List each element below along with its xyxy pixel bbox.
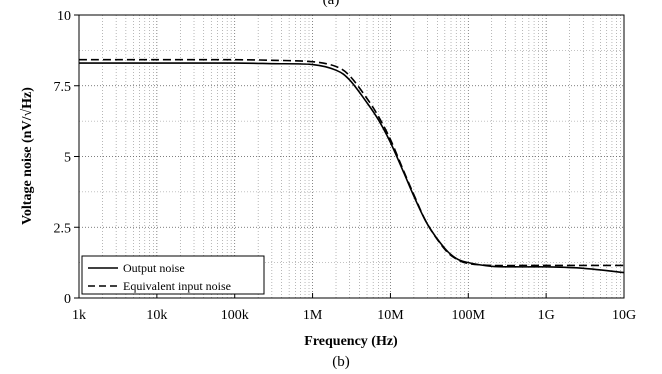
y-tick-label: 7.5 (54, 80, 72, 95)
x-tick-label: 10G (612, 308, 636, 323)
y-tick-label: 10 (57, 9, 71, 24)
caption-bottom: (b) (332, 354, 350, 370)
y-tick-label: 2.5 (54, 221, 72, 236)
x-tick-label: 100M (452, 308, 486, 323)
x-tick-label: 10M (377, 308, 404, 323)
caption-top: (a) (323, 0, 340, 8)
legend-box (81, 255, 265, 295)
y-tick-label: 0 (64, 292, 71, 307)
series-line-equivalent-input-noise (79, 58, 624, 267)
legend-label-equivalent-input-noise: Equivalent input noise (123, 279, 231, 293)
ticks: 1k 10k 100k 1M 10M 100M 1G 10G 0 2.5 5 7.5 10 (54, 9, 637, 323)
x-tick-label: 1k (72, 308, 86, 323)
x-tick-label: 1G (538, 308, 555, 323)
x-axis-title: Frequency (Hz) (304, 334, 398, 349)
y-axis-title: Voltage noise (nV/√Hz) (20, 87, 35, 225)
x-tick-label: 100k (221, 308, 249, 323)
x-tick-label: 10k (146, 308, 167, 323)
x-tick-label: 1M (303, 308, 323, 323)
series-group (79, 58, 625, 274)
legend: Output noise Equivalent input noise (81, 255, 265, 295)
legend-label-output-noise: Output noise (123, 261, 185, 275)
y-tick-label: 5 (64, 151, 71, 166)
